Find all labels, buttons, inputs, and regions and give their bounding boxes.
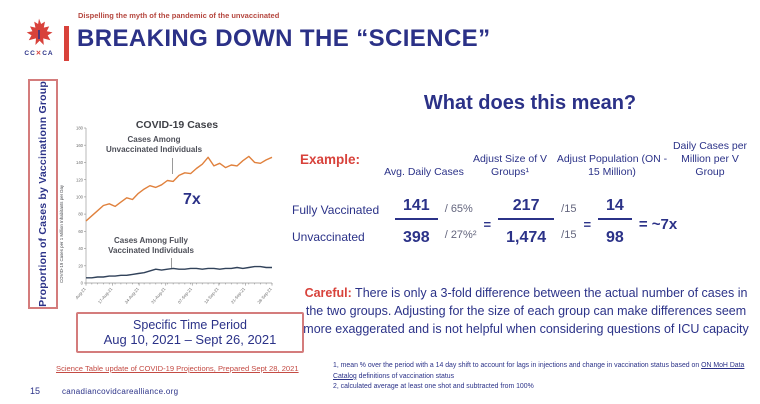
svg-text:180: 180 <box>76 126 84 131</box>
section-heading: What does this mean? <box>423 92 637 114</box>
svg-text:07-Sep-21: 07-Sep-21 <box>177 286 194 305</box>
logo-text: CC✕CA <box>24 50 54 57</box>
vaccinated-leader-line <box>171 258 172 268</box>
example-label: Example: <box>300 152 361 168</box>
ratio-result: = ~7x <box>638 215 678 233</box>
vaccinated-series-label: Cases Among Fully Vaccinated Individuals <box>108 236 194 255</box>
y-axis-group-label: Proportion of Cases by Vaccinationn Grou… <box>37 81 49 307</box>
svg-text:24-Aug-21: 24-Aug-21 <box>124 286 141 305</box>
fully-vaccinated-adjusted: 217 <box>498 196 555 220</box>
chart-title: COVID-19 Cases <box>135 119 219 131</box>
fully-vaccinated-per-million: 14 <box>598 196 632 220</box>
row-label-fully-vaccinated: Fully Vaccinated <box>292 202 380 217</box>
unvaccinated-leader-line <box>172 158 173 174</box>
col-header-adjust-population: Adjust Population (ON - 15 Million) <box>556 153 668 179</box>
fully-vaccinated-group-share: / 65% <box>444 203 473 215</box>
population-divisors: /15 /15 <box>561 196 576 248</box>
svg-text:21-Sep-21: 21-Sep-21 <box>230 286 247 305</box>
svg-text:40: 40 <box>78 246 83 251</box>
fraction-cases-per-million: 14 98 <box>598 196 632 247</box>
col-header-daily-cases-per-million: Daily Cases per Million per V Group <box>672 140 748 179</box>
unvaccinated-avg-cases: 398 <box>403 229 430 246</box>
svg-text:120: 120 <box>76 177 84 182</box>
divisor-top: /15 <box>561 203 577 215</box>
adjust-size-values: / 65% / 27%² <box>445 196 477 248</box>
svg-text:10-Aug-21: 10-Aug-21 <box>76 286 87 305</box>
svg-text:17-Aug-21: 17-Aug-21 <box>97 286 114 305</box>
time-period-box: Specific Time Period Aug 10, 2021 – Sept… <box>76 312 304 353</box>
seven-x-annotation: 7x <box>183 191 201 208</box>
chart-y-axis-label: COVID-19 Cases per 1 Million Inhabitants… <box>59 184 64 283</box>
time-period-title: Specific Time Period <box>133 318 247 332</box>
equals-sign: = <box>583 216 592 232</box>
divisor-bottom: /15 <box>561 229 577 241</box>
footer-url: canadiancovidcarealliance.org <box>62 387 179 396</box>
col-header-avg-daily-cases: Avg. Daily Cases <box>384 166 464 179</box>
svg-text:20: 20 <box>78 263 83 268</box>
maple-leaf-icon <box>26 18 53 45</box>
y-axis-group-box: Proportion of Cases by Vaccinationn Grou… <box>28 79 58 309</box>
footnote-2: 2, calculated average at least one shot … <box>333 383 534 391</box>
row-labels: Fully Vaccinated Unvaccinated <box>292 196 388 250</box>
col-header-adjust-size: Adjust Size of V Groups¹ <box>472 153 548 179</box>
careful-label: Careful: <box>304 286 352 300</box>
unvaccinated-group-share: / 27%² <box>444 229 477 241</box>
svg-text:0: 0 <box>81 281 84 286</box>
fully-vaccinated-avg-cases: 141 <box>395 196 438 220</box>
svg-text:28-Sep-21: 28-Sep-21 <box>256 286 273 305</box>
svg-text:80: 80 <box>78 212 83 217</box>
example-table-body: Fully Vaccinated Unvaccinated 141 398 / … <box>292 196 677 250</box>
svg-text:160: 160 <box>76 143 84 148</box>
slide-title: BREAKING DOWN THE “SCIENCE” <box>77 25 491 52</box>
unvaccinated-per-million: 98 <box>606 229 624 246</box>
fraction-adjusted-population: 217 1,474 <box>498 196 555 247</box>
example-table-header: Example: Avg. Daily Cases Adjust Size of… <box>292 140 758 179</box>
footnotes: 1, mean % over the period with a 14 day … <box>333 361 757 393</box>
slide-tagline: Dispelling the myth of the pandemic of t… <box>78 11 280 20</box>
unvaccinated-adjusted: 1,474 <box>506 229 547 246</box>
fraction-avg-daily-cases: 141 398 <box>395 196 438 247</box>
careful-note: Careful: There is only a 3-fold differen… <box>300 284 752 338</box>
equals-sign: = <box>483 216 492 232</box>
svg-text:14-Sep-21: 14-Sep-21 <box>203 286 220 305</box>
svg-text:140: 140 <box>76 160 84 165</box>
unvaccinated-series-label: Cases Among Unvaccinated Individuals <box>105 135 203 154</box>
footnote-1: 1, mean % over the period with a 14 day … <box>333 362 745 380</box>
ccca-logo: CC✕CA <box>16 18 62 62</box>
svg-text:100: 100 <box>76 194 84 199</box>
careful-text: There is only a 3-fold difference betwee… <box>303 286 749 337</box>
header-accent-bar <box>64 26 69 61</box>
svg-text:31-Aug-21: 31-Aug-21 <box>150 286 167 305</box>
page-number: 15 <box>30 386 41 396</box>
time-period-range: Aug 10, 2021 – Sept 26, 2021 <box>103 332 277 347</box>
svg-text:60: 60 <box>78 229 83 234</box>
moh-data-catalog-link[interactable]: ON MoH Data Catalog <box>333 362 745 380</box>
row-label-unvaccinated: Unvaccinated <box>292 229 365 244</box>
science-table-source-link[interactable]: Science Table update of COVID-19 Project… <box>56 364 299 373</box>
